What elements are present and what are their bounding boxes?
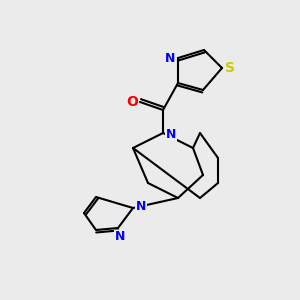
Text: O: O [126, 95, 138, 109]
Text: N: N [165, 52, 175, 64]
Text: N: N [136, 200, 146, 214]
Text: S: S [225, 61, 235, 75]
Text: N: N [166, 128, 176, 140]
Text: N: N [115, 230, 125, 244]
